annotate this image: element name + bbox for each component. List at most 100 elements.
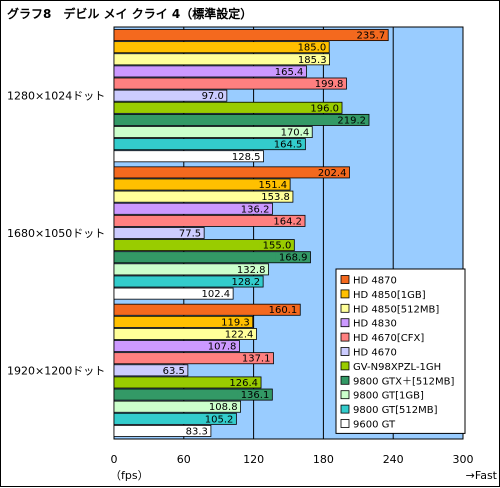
bar-value-label: 185.0 xyxy=(298,43,327,54)
bar-label-bg-1-7 xyxy=(275,252,309,262)
bar-0-1 xyxy=(113,41,330,54)
bar-label-bg-0-10 xyxy=(228,151,262,161)
bar-value-label: 119.3 xyxy=(221,317,250,328)
bar-value-label: 105.2 xyxy=(205,414,234,425)
bar-value-label: 202.4 xyxy=(318,168,347,179)
bar-label-bg-0-1 xyxy=(294,42,328,52)
bar-label-bg-2-8 xyxy=(205,402,239,412)
bar-value-label: 155.0 xyxy=(263,241,292,252)
legend-entry: GV-N98XPZL-1GH xyxy=(353,362,441,373)
category-label: 1280×1024ドット xyxy=(7,90,105,103)
legend-entry: HD 4850[512MB] xyxy=(353,304,439,315)
bar-label-bg-1-0 xyxy=(314,167,348,177)
bar-0-2 xyxy=(113,53,330,66)
bar-value-label: 165.4 xyxy=(275,67,304,78)
bar-value-label: 164.2 xyxy=(273,216,302,227)
bar-value-label: 97.0 xyxy=(202,91,224,102)
bar-label-bg-1-10 xyxy=(198,289,232,299)
bar-label-bg-1-1 xyxy=(255,179,289,190)
bar-2-2 xyxy=(113,328,257,340)
bar-1-4 xyxy=(113,214,306,227)
bar-1-0 xyxy=(113,166,350,179)
bar-2-4 xyxy=(113,352,274,365)
x-tick-label: 60 xyxy=(177,453,191,466)
bar-label-bg-0-4 xyxy=(311,78,345,89)
bar-label-bg-2-5 xyxy=(159,365,186,375)
legend-swatch xyxy=(340,303,350,313)
bar-label-bg-2-3 xyxy=(204,341,238,351)
legend-swatch xyxy=(340,390,350,400)
bar-value-label: 170.4 xyxy=(281,128,310,139)
bar-1-10 xyxy=(113,287,234,300)
bar-2-1 xyxy=(113,315,254,328)
bar-label-bg-1-6 xyxy=(259,240,293,250)
bar-1-2 xyxy=(113,190,294,203)
bar-value-label: 196.0 xyxy=(310,103,339,114)
bar-label-bg-0-0 xyxy=(353,30,387,40)
bar-label-bg-0-7 xyxy=(334,115,368,125)
bar-label-bg-1-4 xyxy=(270,216,304,226)
x-tick-label: 180 xyxy=(313,453,334,466)
bar-1-9 xyxy=(113,275,264,288)
bar-label-bg-1-9 xyxy=(228,276,262,287)
category-label: 1680×1050ドット xyxy=(7,227,105,240)
bar-2-8 xyxy=(113,400,241,413)
x-axis-direction-label: →Fast xyxy=(466,469,498,482)
bar-value-label: 126.4 xyxy=(229,378,258,389)
bar-value-label: 108.8 xyxy=(209,402,238,413)
legend-swatch xyxy=(340,404,350,414)
bar-value-label: 63.5 xyxy=(163,366,185,377)
bar-0-6 xyxy=(113,101,343,114)
bar-0-8 xyxy=(113,126,313,138)
bar-label-bg-0-9 xyxy=(270,139,304,149)
bar-2-3 xyxy=(113,340,240,353)
bar-0-9 xyxy=(113,138,306,151)
bar-value-label: 132.8 xyxy=(237,265,266,276)
bar-0-4 xyxy=(113,77,347,90)
bar-2-6 xyxy=(113,376,262,389)
bar-1-3 xyxy=(113,202,273,215)
legend-swatch xyxy=(340,419,350,428)
x-tick-label: 300 xyxy=(453,453,474,466)
legend-swatch xyxy=(340,318,350,328)
legend-entry: 9600 GT xyxy=(353,420,396,431)
bar-label-bg-1-8 xyxy=(233,264,267,274)
legend-swatch xyxy=(340,375,350,385)
legend-swatch xyxy=(340,332,350,342)
legend-swatch xyxy=(340,347,350,356)
bar-0-5 xyxy=(113,89,228,102)
bar-0-3 xyxy=(113,65,307,78)
bar-1-7 xyxy=(113,251,311,264)
bar-label-bg-0-2 xyxy=(294,54,328,64)
bar-1-5 xyxy=(113,227,205,239)
bar-label-bg-2-2 xyxy=(221,329,255,339)
x-axis-unit-label: （fps） xyxy=(110,469,149,482)
bar-2-5 xyxy=(113,364,189,377)
legend-entry: 9800 GT[512MB] xyxy=(353,405,438,416)
legend-entry: HD 4870 xyxy=(353,276,397,287)
bar-value-label: 136.1 xyxy=(241,390,270,401)
bar-label-bg-2-7 xyxy=(237,390,271,400)
bar-value-label: 168.9 xyxy=(279,253,308,264)
bar-2-10 xyxy=(113,424,212,437)
legend-entry: HD 4670[CFX] xyxy=(353,333,424,344)
bar-value-label: 151.4 xyxy=(258,180,287,191)
bar-value-label: 164.5 xyxy=(274,140,303,151)
bar-value-label: 122.4 xyxy=(225,329,254,340)
bar-value-label: 153.8 xyxy=(261,192,290,203)
bar-value-label: 128.2 xyxy=(231,277,260,288)
x-tick-label: 120 xyxy=(243,453,264,466)
bar-label-bg-1-2 xyxy=(257,192,291,202)
bar-2-7 xyxy=(113,388,273,401)
bar-label-bg-1-3 xyxy=(237,204,271,214)
bar-label-bg-2-10 xyxy=(182,426,209,436)
legend-swatch xyxy=(340,289,350,299)
bar-value-label: 199.8 xyxy=(315,79,344,90)
bar-label-bg-2-4 xyxy=(238,353,272,363)
bar-label-bg-2-9 xyxy=(201,414,235,424)
legend-box xyxy=(335,268,466,434)
legend-swatch xyxy=(340,275,350,284)
bar-value-label: 235.7 xyxy=(357,31,386,42)
bar-1-1 xyxy=(113,178,291,191)
